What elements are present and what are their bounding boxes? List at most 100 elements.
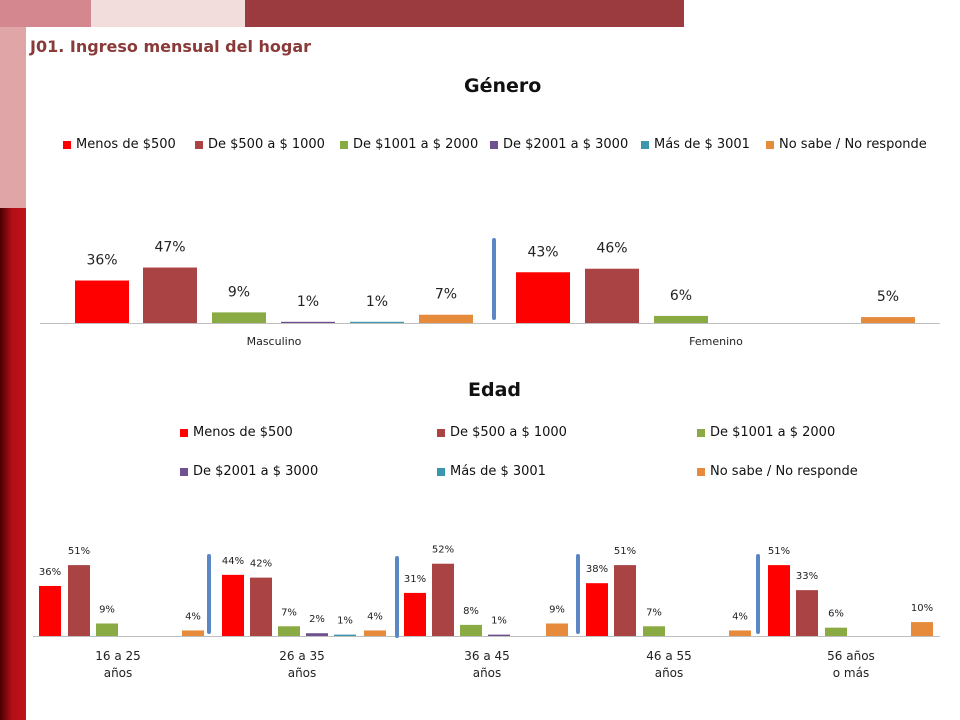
legend-label: De $1001 a $ 2000 [710,425,836,440]
data-label: 52% [432,545,454,556]
bar [825,627,847,636]
bar [419,314,473,323]
data-label: 51% [68,546,90,557]
legend-swatch [641,140,649,149]
legend-swatch [63,140,71,149]
legend-swatch [697,428,705,437]
data-label: 2% [309,614,325,625]
legend-swatch [180,467,188,476]
data-label: 43% [527,244,558,260]
bar [488,634,510,636]
category-label: 36 a 45 años [464,649,510,680]
bar [350,321,404,323]
legend-item: De $500 a $ 1000 [437,425,567,440]
category-label: Femenino [689,335,743,348]
data-label: 7% [435,287,457,303]
data-label: 4% [732,611,748,622]
legend-swatch [766,140,774,149]
data-label: 1% [337,616,353,627]
legend-item: Más de $ 3001 [437,464,546,479]
data-label: 46% [596,241,627,257]
data-label: 10% [911,603,933,614]
data-label: 31% [404,574,426,585]
bar [861,317,915,323]
bar [432,563,454,636]
data-label: 1% [297,294,319,310]
sidebar-upper [0,27,26,208]
legend-swatch [490,140,498,149]
bar [39,585,61,636]
legend-swatch [340,140,348,149]
category-label: 56 años o más [827,649,875,680]
legend-label: Más de $ 3001 [450,464,546,479]
legend-swatch [437,428,445,437]
data-label: 38% [586,564,608,575]
data-label: 7% [281,607,297,618]
category-label: 46 a 55 años [646,649,692,680]
legend-item: No sabe / No responde [766,137,927,152]
bar [460,624,482,636]
data-label: 6% [828,609,844,620]
data-label: 8% [463,606,479,617]
legend-item: No sabe / No responde [697,464,858,479]
legend-item: Menos de $500 [63,137,176,152]
bar [643,626,665,636]
data-label: 5% [877,289,899,305]
bar [614,565,636,636]
data-label: 36% [86,253,117,269]
topbar-segment-1 [0,0,91,27]
legend-label: Menos de $500 [193,425,293,440]
bar [222,574,244,636]
data-label: 9% [549,604,565,615]
bar [306,633,328,636]
bar [182,630,204,636]
data-label: 33% [796,571,818,582]
data-label: 9% [228,284,250,300]
data-label: 7% [646,607,662,618]
legend-swatch [437,467,445,476]
data-label: 51% [768,546,790,557]
bar [911,622,933,636]
legend-item: Más de $ 3001 [641,137,750,152]
legend-label: De $500 a $ 1000 [208,137,325,152]
topbar-segment-2 [91,0,245,27]
bar [364,630,386,636]
data-label: 9% [99,604,115,615]
legend-item: De $500 a $ 1000 [195,137,325,152]
legend-label: Más de $ 3001 [654,137,750,152]
legend-label: De $2001 a $ 3000 [503,137,629,152]
legend-label: De $500 a $ 1000 [450,425,567,440]
bar [516,272,570,323]
bar [546,623,568,636]
bar [96,623,118,636]
data-label: 51% [614,546,636,557]
data-label: 4% [185,611,201,622]
legend-swatch [180,428,188,437]
legend-label: De $1001 a $ 2000 [353,137,479,152]
data-label: 42% [250,559,272,570]
category-label: Masculino [247,335,302,348]
data-label: 1% [491,616,507,627]
legend-label: Menos de $500 [76,137,176,152]
bar [586,583,608,636]
legend-label: No sabe / No responde [710,464,858,479]
data-label: 36% [39,567,61,578]
bar [75,280,129,323]
chart-title-edad: Edad [468,379,522,401]
slide-title: J01. Ingreso mensual del hogar [30,37,312,56]
bar [250,577,272,636]
bar [212,312,266,323]
sidebar-lower [0,208,26,720]
data-label: 4% [367,611,383,622]
bar [334,634,356,636]
legend-label: No sabe / No responde [779,137,927,152]
bar [654,315,708,323]
category-label: 26 a 35 años [279,649,325,680]
legend-item: De $1001 a $ 2000 [697,425,835,440]
legend-swatch [697,467,705,476]
category-label: 16 a 25 años [95,649,141,680]
topbar-segment-3 [245,0,684,27]
bar [281,321,335,323]
bar [143,267,197,323]
